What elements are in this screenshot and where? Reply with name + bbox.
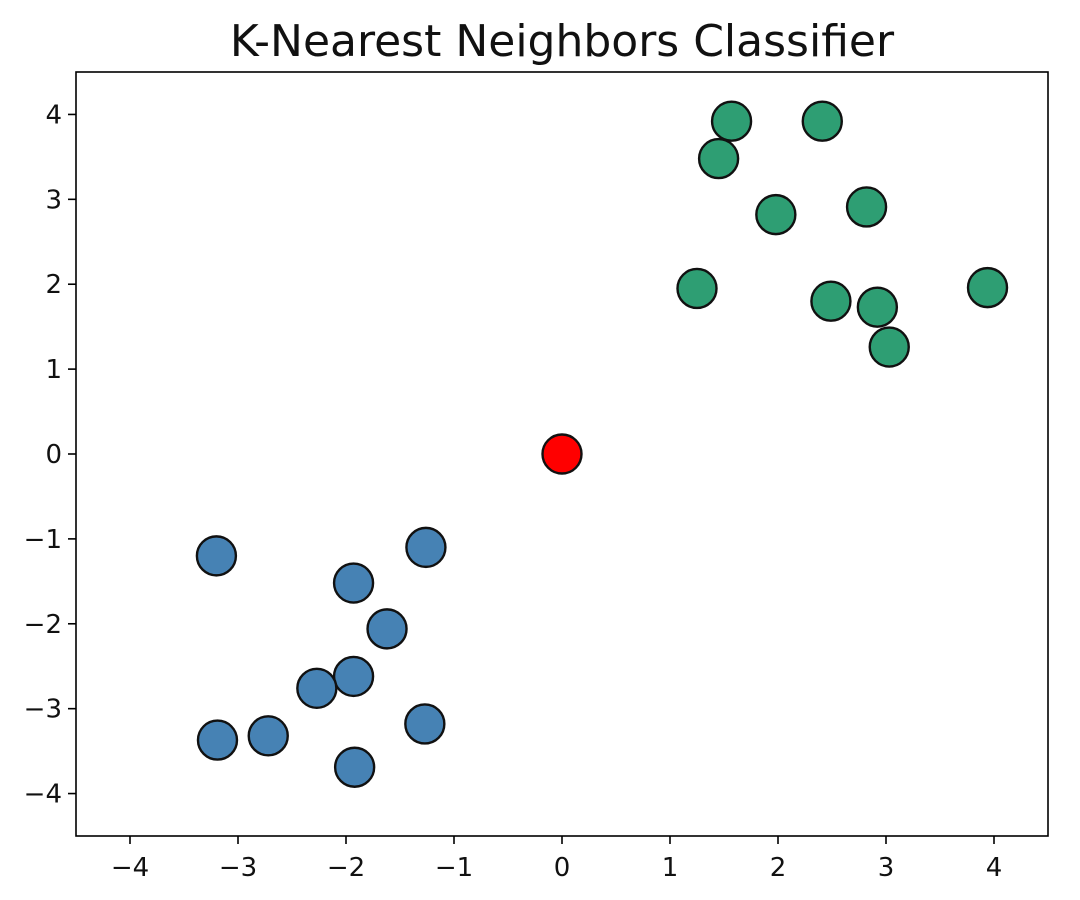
x-axis: −4 −3 −2 −1 0 1 2 3 4 <box>111 836 1002 883</box>
y-tick-label: −2 <box>24 610 62 640</box>
data-point <box>332 562 375 604</box>
data-point <box>247 715 289 757</box>
data-point <box>801 100 843 142</box>
data-point <box>676 267 718 310</box>
y-tick-label: −3 <box>24 695 62 725</box>
y-tick-label: 2 <box>45 270 62 300</box>
data-point <box>404 703 446 745</box>
data-point <box>710 100 753 142</box>
data-point <box>332 655 375 698</box>
data-point <box>856 286 899 328</box>
x-tick-label: −2 <box>327 853 365 883</box>
x-tick-label: 2 <box>770 853 787 883</box>
data-point <box>810 280 852 322</box>
y-tick-label: −1 <box>24 525 62 555</box>
y-axis: −4 −3 −2 −1 0 1 2 3 4 <box>24 100 76 810</box>
data-point <box>755 193 797 236</box>
x-tick-label: 4 <box>986 853 1003 883</box>
series-2 <box>541 433 583 475</box>
x-tick-label: 3 <box>878 853 895 883</box>
series-0 <box>195 526 447 788</box>
data-points <box>195 100 1009 788</box>
data-point <box>405 526 447 569</box>
data-point <box>195 535 238 577</box>
data-point <box>541 433 583 475</box>
y-tick-label: 3 <box>45 185 62 215</box>
data-point <box>966 266 1009 309</box>
x-tick-label: 0 <box>554 853 571 883</box>
data-point <box>196 719 239 761</box>
y-tick-label: 4 <box>45 100 62 130</box>
y-tick-label: 0 <box>45 440 62 470</box>
data-point <box>366 608 408 650</box>
x-tick-label: 1 <box>662 853 679 883</box>
data-point <box>296 667 338 709</box>
x-tick-label: −1 <box>435 853 473 883</box>
x-tick-label: −3 <box>219 853 257 883</box>
data-point <box>333 746 376 788</box>
data-point <box>697 137 740 180</box>
x-tick-label: −4 <box>111 853 149 883</box>
data-point <box>845 186 888 228</box>
data-point <box>868 326 910 368</box>
chart-title: K-Nearest Neighbors Classifier <box>230 16 895 67</box>
series-1 <box>676 100 1009 368</box>
y-tick-label: 1 <box>45 355 62 385</box>
y-tick-label: −4 <box>24 780 62 810</box>
